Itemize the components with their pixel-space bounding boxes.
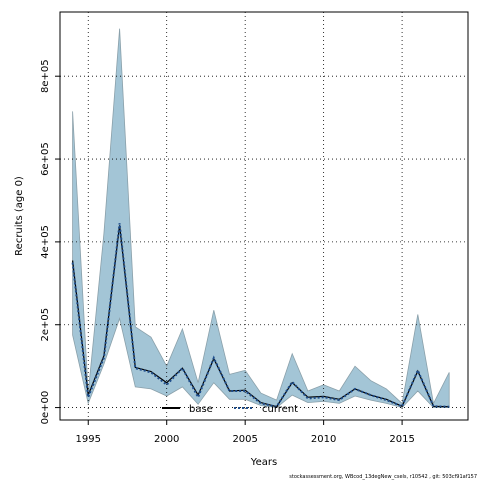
y-tick-label: 2e+05 [40, 308, 51, 342]
series-line-layer [71, 223, 450, 408]
grid-layer [60, 12, 468, 420]
x-tick-label: 2015 [389, 434, 414, 445]
y-tick-label: 4e+05 [40, 225, 51, 259]
legend-current-label: current [262, 404, 298, 415]
y-tick-label: 6e+05 [40, 142, 51, 176]
y-axis: 0e+00 2e+05 4e+05 6e+05 8e+05 [40, 59, 60, 424]
plot-frame [59, 11, 469, 421]
y-tick-label: 0e+00 [40, 391, 51, 425]
y-tick-label: 8e+05 [40, 59, 51, 93]
legend-base-label: base [189, 404, 213, 415]
uncertainty-band-layer [72, 28, 450, 409]
x-axis: 1995 2000 2005 2010 2015 [76, 420, 415, 445]
y-axis-title: Recruits (age 0) [14, 176, 25, 256]
x-tick-label: 2010 [311, 434, 336, 445]
x-axis-title: Years [250, 457, 277, 468]
x-tick-label: 1995 [76, 434, 101, 445]
uncertainty-band [72, 28, 450, 409]
footer-credit: stockassessment.org, WBcod_13degNew_csel… [289, 474, 477, 480]
x-tick-label: 2005 [232, 434, 257, 445]
x-tick-label: 2000 [154, 434, 179, 445]
legend: base current [162, 404, 298, 415]
